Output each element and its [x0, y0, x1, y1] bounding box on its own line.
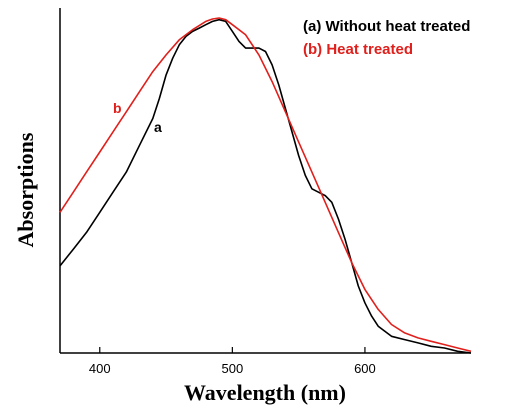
y-axis-title: Absorptions: [13, 132, 38, 247]
x-tick-label: 500: [222, 361, 244, 376]
curve-label-a: a: [154, 119, 162, 135]
legend-entry-b: (b) Heat treated: [303, 41, 413, 58]
curve-label-b: b: [113, 100, 122, 116]
legend-entry-a: (a) Without heat treated: [303, 18, 470, 35]
legend: (a) Without heat treated (b) Heat treate…: [303, 18, 470, 58]
series-line-a: [59, 18, 472, 354]
series-line-b: [59, 17, 472, 353]
x-ticks: 400 500 600: [89, 347, 376, 376]
x-axis-title: Wavelength (nm): [184, 380, 346, 405]
x-tick-label: 600: [354, 361, 376, 376]
series-curves: [59, 17, 472, 354]
plot-frame: [59, 8, 471, 354]
x-tick-label: 400: [89, 361, 111, 376]
